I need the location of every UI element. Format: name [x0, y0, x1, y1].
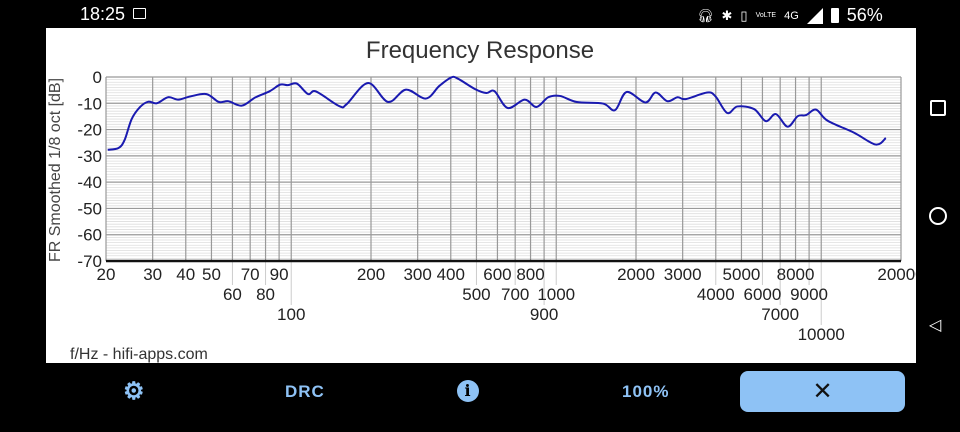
status-bar: 18:25 🎧︎ ✱ ▯ VoLTE 4G 56%	[0, 0, 916, 28]
image-notification-icon	[133, 8, 146, 19]
y-tick-label: -10	[77, 94, 102, 113]
signal-icon	[806, 7, 823, 24]
y-tick-label: -30	[77, 147, 102, 166]
x-tick-label: 9000	[790, 285, 828, 304]
x-tick-label: 70	[241, 265, 260, 284]
close-button[interactable]: ✕	[740, 371, 905, 412]
bottom-toolbar: ⚙ DRC i 100% ✕	[0, 363, 916, 432]
chart-title: Frequency Response	[366, 37, 594, 64]
battery-percent: 56%	[846, 5, 883, 25]
recents-icon[interactable]	[930, 100, 946, 116]
grid	[105, 76, 902, 325]
y-tick-label: -50	[77, 199, 102, 218]
x-axis-label: f/Hz - hifi-apps.com	[70, 346, 208, 363]
status-time: 18:25	[80, 4, 126, 24]
home-icon[interactable]	[929, 207, 947, 225]
headphones-icon: 🎧︎	[697, 7, 714, 23]
x-tick-label: 90	[270, 265, 289, 284]
network-type: 4G	[784, 9, 799, 22]
x-tick-label: 1000	[537, 285, 575, 304]
x-tick-label: 6000	[744, 285, 782, 304]
x-tick-label: 30	[143, 265, 162, 284]
volte-icon: VoLTE	[755, 12, 777, 19]
y-tick-labels: 0 -10 -20 -30 -40 -50 -60 -70	[77, 68, 102, 271]
navigation-bar: ◁	[916, 0, 960, 432]
x-tick-label: 4000	[697, 285, 735, 304]
y-tick-label: -60	[77, 226, 102, 245]
status-icons: 🎧︎ ✱ ▯ VoLTE 4G 56%	[697, 5, 883, 26]
drc-button[interactable]: DRC	[285, 382, 325, 401]
x-tick-label: 200	[357, 265, 385, 284]
x-tick-label: 2000	[617, 265, 655, 284]
x-tick-label: 600	[483, 265, 511, 284]
x-tick-label: 300	[403, 265, 431, 284]
x-tick-label: 50	[202, 265, 221, 284]
vibrate-icon: ▯	[740, 7, 748, 23]
y-tick-label: -40	[77, 173, 102, 192]
chart-panel: 20 30 40 50 60 70 80 90 100 200 300 400 500 600 700 800…	[46, 28, 925, 363]
x-tick-label: 60	[223, 285, 242, 304]
y-tick-label: 0	[93, 68, 102, 87]
battery-icon	[830, 8, 839, 23]
x-tick-label: 20	[97, 265, 116, 284]
y-tick-label: -70	[77, 252, 102, 271]
x-tick-label: 400	[437, 265, 465, 284]
x-tick-label: 700	[501, 285, 529, 304]
x-tick-label: 8000	[777, 265, 815, 284]
x-tick-label: 3000	[664, 265, 702, 284]
back-icon[interactable]: ◁	[929, 317, 942, 334]
x-tick-label: 10000	[798, 325, 845, 344]
y-axis-label: FR Smoothed 1/8 oct [dB]	[47, 78, 64, 262]
bluetooth-icon: ✱	[721, 7, 733, 23]
x-tick-label: 800	[516, 265, 544, 284]
x-tick-label: 500	[462, 285, 490, 304]
y-tick-label: -20	[77, 121, 102, 140]
x-tick-label: 40	[176, 265, 195, 284]
x-tick-label: 100	[277, 305, 305, 324]
x-tick-label: 5000	[723, 265, 761, 284]
x-tick-label: 80	[256, 285, 275, 304]
zoom-level-button[interactable]: 100%	[622, 382, 670, 401]
info-icon[interactable]: i	[457, 380, 479, 402]
x-tick-label: 7000	[761, 305, 799, 324]
x-tick-label: 900	[530, 305, 558, 324]
fr-curve	[107, 75, 887, 151]
settings-gear-icon[interactable]: ⚙	[123, 378, 146, 405]
